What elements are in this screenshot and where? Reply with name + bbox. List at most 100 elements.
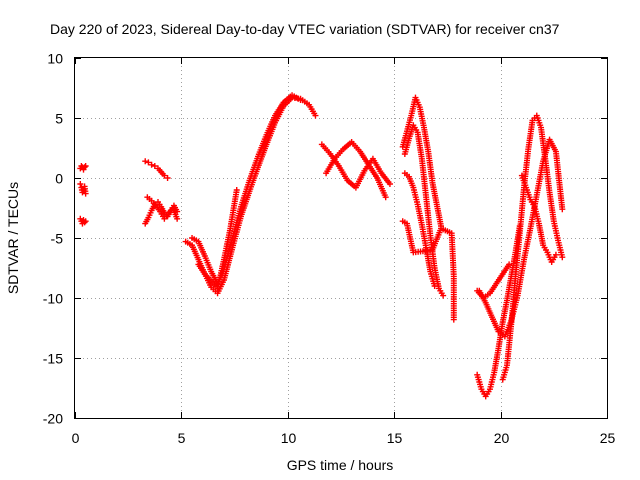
chart-title: Day 220 of 2023, Sidereal Day-to-day VTE… (50, 21, 560, 37)
data-point-interp (78, 187, 85, 193)
y-tick-label: -20 (43, 411, 63, 427)
data-point-interp (186, 241, 193, 247)
data-point-interp (430, 280, 437, 287)
data-point-interp (504, 263, 511, 270)
data-point-interp (245, 179, 252, 186)
x-axis-label: GPS time / hours (287, 457, 394, 473)
data-point-interp (385, 179, 392, 186)
data-point-interp (431, 262, 438, 269)
data-point-interp (533, 194, 540, 201)
data-point (82, 163, 89, 169)
data-point-interp (372, 173, 379, 180)
data-point-interp (146, 196, 153, 202)
data-point-interp (173, 213, 180, 220)
data-point (148, 161, 155, 168)
data-point-interp (437, 227, 444, 234)
data-point-interp (559, 203, 566, 210)
data-point-interp (488, 312, 495, 319)
data-point-interp (262, 133, 269, 140)
data-point-interp (535, 218, 542, 225)
data-point-interp (144, 216, 151, 223)
data-point-interp (364, 159, 371, 166)
data-point-interp (160, 207, 167, 214)
data-point-interp (530, 201, 537, 208)
data-point-interp (295, 95, 302, 102)
x-tick-label: 10 (281, 430, 297, 446)
data-point-interp (334, 161, 341, 167)
ticks-layer: 0 5 10 15 20 25 -20 -15 -10 -5 0 5 10 (43, 51, 616, 447)
data-point-interp (503, 364, 510, 371)
data-point-interp (495, 347, 502, 354)
data-point-interp (485, 388, 492, 395)
data-point-interp (262, 143, 269, 150)
data-point-interp (542, 247, 549, 253)
data-point (142, 158, 149, 165)
data-point-interp (330, 157, 337, 164)
data-point-interp (194, 254, 201, 261)
data-point (145, 159, 152, 166)
y-tick-label: -5 (51, 231, 64, 247)
data-point-interp (529, 119, 536, 126)
data-point-interp (414, 199, 420, 205)
x-tick-label: 5 (178, 430, 186, 446)
data-point-interp (498, 272, 505, 279)
data-point-interp (429, 177, 436, 184)
data-point-interp (159, 170, 166, 177)
data-point-interp (193, 237, 200, 244)
data-point-interp (526, 194, 533, 201)
data-point-interp (226, 227, 233, 234)
data-point-interp (551, 146, 558, 153)
y-axis-label: SDTVAR / TECUs (5, 182, 21, 294)
data-point-interp (484, 291, 491, 298)
data-point-interp (407, 114, 414, 121)
data-point-interp (355, 146, 362, 153)
data-point-interp (360, 169, 367, 176)
data-point-interp (415, 101, 422, 108)
data-point (164, 175, 171, 181)
x-tick-label: 0 (72, 430, 80, 446)
grid-layer (75, 58, 607, 418)
data-point-interp (490, 371, 497, 378)
data-point-interp (550, 215, 557, 222)
data-point-interp (303, 100, 310, 107)
data-point-interp (207, 266, 214, 273)
data-point-interp (147, 209, 154, 216)
data-point (82, 218, 89, 225)
y-tick-label: 5 (55, 111, 63, 127)
data-point-interp (206, 276, 213, 283)
data-point-interp (82, 188, 89, 195)
data-point-interp (200, 250, 207, 257)
data-point (81, 219, 88, 226)
data-point-interp (477, 383, 484, 390)
data-point (151, 163, 158, 169)
data-point-interp (522, 182, 529, 189)
data-point-interp (200, 269, 207, 276)
y-tick-label: 0 (55, 171, 63, 187)
data-point-interp (551, 254, 558, 261)
data-point-interp (433, 199, 440, 206)
y-tick-label: 10 (47, 51, 63, 67)
data-point-interp (271, 114, 278, 121)
data-point-interp (381, 192, 388, 199)
data-point-interp (155, 206, 162, 213)
data-point-interp (422, 242, 429, 249)
y-tick-label: -15 (43, 351, 63, 367)
data-point-interp (418, 219, 425, 226)
data-point-interp (279, 101, 286, 108)
data-point-interp (156, 201, 163, 208)
data-point-interp (220, 258, 227, 265)
data-point-interp (156, 167, 163, 174)
data-point-interp (409, 182, 416, 189)
plot-frame (74, 57, 608, 419)
x-tick-label: 25 (600, 430, 616, 446)
data-point-interp (403, 172, 410, 178)
data-point-interp (405, 137, 412, 144)
data-point-interp (446, 229, 453, 236)
data-point-interp (413, 127, 420, 133)
data-point-interp (377, 168, 384, 175)
data-point-interp (526, 227, 533, 234)
data-point-interp (338, 148, 345, 155)
data-point-interp (427, 247, 434, 254)
data-point-interp (539, 240, 546, 247)
